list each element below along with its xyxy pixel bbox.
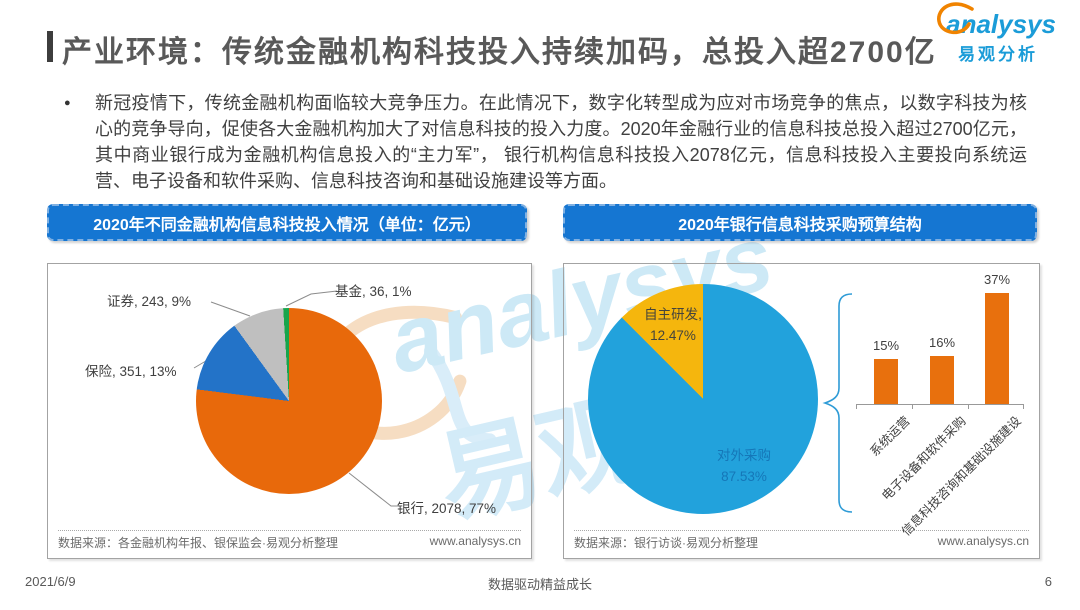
- bar-system-operation: [874, 359, 898, 404]
- right-source-text: 数据来源：银行访谈·易观分析整理: [574, 536, 758, 550]
- left-chart-title: 2020年不同金融机构信息科技投入情况（单位：亿元）: [47, 204, 527, 241]
- bar-equipment-software: [930, 356, 954, 404]
- procurement-pie-chart: [588, 284, 818, 514]
- right-chart-panel: 自主研发, 12.47% 对外采购 87.53% 15% 16% 37% 系统运…: [563, 263, 1040, 559]
- footer-page-number: 6: [1044, 574, 1052, 589]
- analysys-logo-cn: 易观分析: [958, 44, 1039, 64]
- analysys-logo-wordmark: analysys: [946, 9, 1056, 39]
- bar-consulting-infrastructure: [985, 293, 1009, 404]
- right-chart-title-text: 2020年银行信息科技采购预算结构: [678, 216, 922, 234]
- footer-date: 2021/6/9: [25, 574, 76, 589]
- axis-tick: [856, 405, 857, 409]
- bar-value-label: 37%: [983, 272, 1011, 287]
- page-title: 产业环境：传统金融机构科技投入持续加码，总投入超2700亿: [62, 36, 937, 69]
- right-website-text: www.analysys.cn: [937, 534, 1029, 548]
- left-chart-title-text: 2020年不同金融机构信息科技投入情况（单位：亿元）: [93, 216, 481, 234]
- pie-label-outsourced: 对外采购 87.53%: [698, 446, 790, 488]
- analysys-logo: analysys 易观分析: [937, 2, 1056, 65]
- bullet-icon: ●: [64, 97, 71, 109]
- left-chart-panel: 证券, 243, 9% 基金, 36, 1% 保险, 351, 13% 银行, …: [47, 263, 532, 559]
- pie-label-securities: 证券, 243, 9%: [107, 294, 192, 309]
- title-accent-bar: [47, 31, 53, 62]
- pie-label-inhouse: 自主研发, 12.47%: [627, 305, 719, 347]
- right-chart-title: 2020年银行信息科技采购预算结构: [563, 204, 1037, 241]
- right-panel-divider: [574, 530, 1029, 531]
- pie-label-outsourced-pct: 87.53%: [721, 468, 767, 484]
- pie-label-inhouse-name: 自主研发,: [644, 307, 702, 322]
- pie-label-insurance: 保险, 351, 13%: [85, 364, 177, 379]
- intro-paragraph: 新冠疫情下，传统金融机构面临较大竞争压力。在此情况下，数字化转型成为应对市场竞争…: [95, 93, 1027, 191]
- bar-value-label: 16%: [928, 335, 956, 350]
- institutions-pie-chart: [196, 308, 382, 494]
- left-website-text: www.analysys.cn: [429, 534, 521, 548]
- pie-label-inhouse-pct: 12.47%: [650, 327, 696, 343]
- footer-slogan: 数据驱动精益成长: [487, 577, 592, 592]
- pie-label-funds: 基金, 36, 1%: [335, 284, 412, 299]
- axis-tick: [912, 405, 913, 409]
- pie-label-banks: 银行, 2078, 77%: [397, 501, 497, 516]
- bar-value-label: 15%: [872, 338, 900, 353]
- axis-tick: [968, 405, 969, 409]
- axis-tick: [1023, 405, 1024, 409]
- left-panel-divider: [58, 530, 521, 531]
- pie-label-outsourced-name: 对外采购: [717, 448, 771, 463]
- bar-x-axis: [856, 404, 1024, 405]
- left-source-text: 数据来源：各金融机构年报、银保监会·易观分析整理: [58, 536, 338, 550]
- brace-icon: [822, 293, 853, 513]
